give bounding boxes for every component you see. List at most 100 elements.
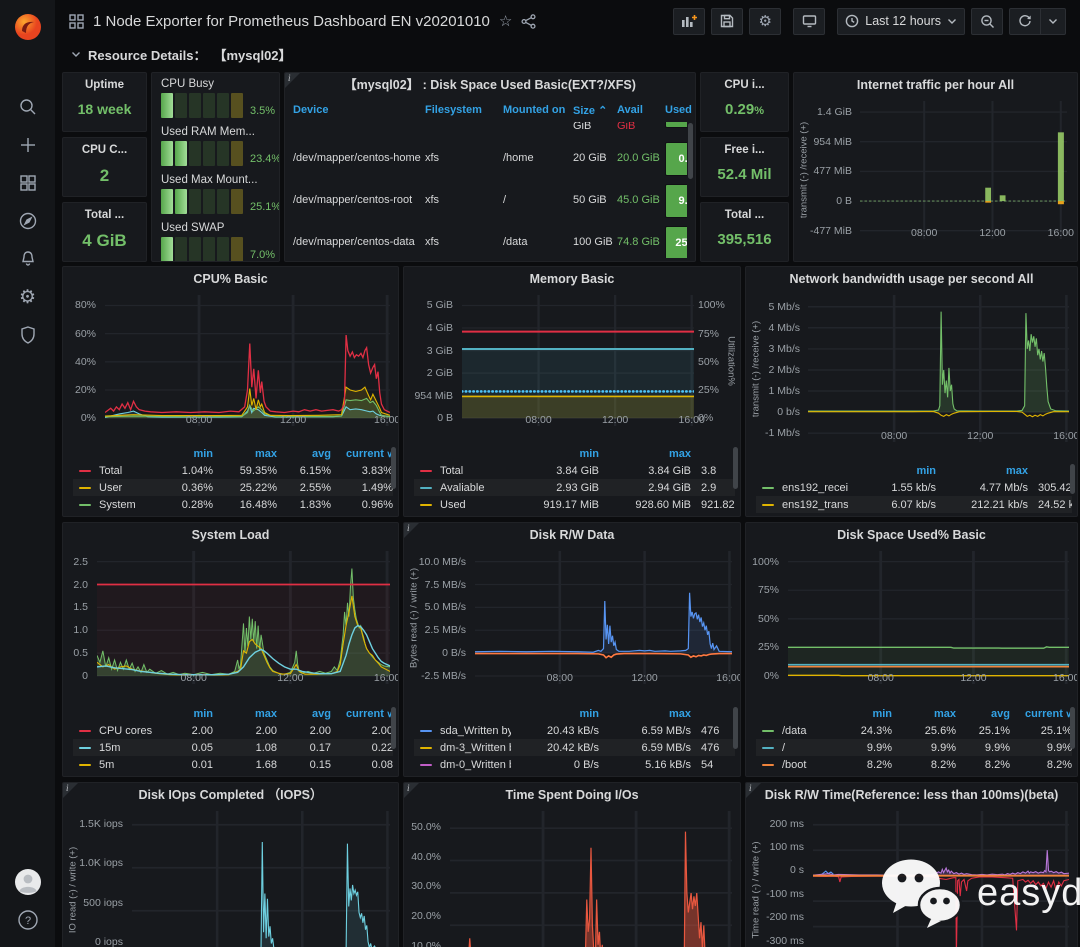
legend-col-max[interactable]: max <box>1005 464 1028 477</box>
col-mounted-on[interactable]: Mounted on <box>503 104 566 116</box>
plot-area[interactable]: 08:00 12:00 16:00 <box>97 551 398 684</box>
watermark-text: easydb <box>977 871 1080 914</box>
info-corner-icon[interactable] <box>746 783 761 798</box>
explore-compass-icon[interactable] <box>8 202 48 240</box>
dashboard-settings-button[interactable]: ⚙ <box>749 7 782 35</box>
time-range-label: Last 12 hours <box>865 14 941 28</box>
info-corner-icon[interactable] <box>63 783 78 798</box>
legend-col-min[interactable]: min <box>872 707 892 720</box>
panel-title[interactable]: CPU C... <box>81 144 128 156</box>
resource-details-label[interactable]: Resource Details： <box>88 47 207 63</box>
info-corner-icon[interactable] <box>404 783 419 798</box>
col-filesystem[interactable]: Filesystem <box>425 104 482 116</box>
panel-title[interactable]: Free i... <box>724 144 765 156</box>
plot-area[interactable]: 08:00 12:00 16:00 <box>860 101 1074 239</box>
legend-scrollbar[interactable] <box>391 707 396 749</box>
col-size[interactable]: Size ⌃ <box>573 104 608 117</box>
cycle-view-mode-button[interactable] <box>793 7 826 35</box>
share-icon[interactable] <box>521 13 536 29</box>
col-used[interactable]: Used <box>665 104 692 116</box>
legend-col-min[interactable]: min <box>193 447 213 460</box>
legend-scrollbar[interactable] <box>733 707 738 749</box>
time-range-picker[interactable]: Last 12 hours <box>837 7 965 35</box>
legend-col-min[interactable]: min <box>193 707 213 720</box>
legend-col-max[interactable]: max <box>254 447 277 460</box>
host-variable-value[interactable]: 【mysql02】 <box>213 47 292 63</box>
legend-col-min[interactable]: min <box>579 447 599 460</box>
legend-col-current[interactable]: current <box>1010 708 1072 720</box>
alerting-bell-icon[interactable] <box>8 240 48 278</box>
avatar[interactable] <box>8 863 48 901</box>
panel-title[interactable]: Total ... <box>84 209 125 221</box>
legend-scrollbar[interactable] <box>1070 464 1075 494</box>
legend-col-max[interactable]: max <box>254 707 277 720</box>
legend-col-avg[interactable]: avg <box>312 707 331 720</box>
plot-area[interactable] <box>450 811 732 947</box>
table-body: /dev/sda1 xfs GiB GiB /dev/mapper/centos… <box>285 122 687 258</box>
refresh-button[interactable] <box>1009 7 1041 35</box>
plot-area[interactable]: 08:00 12:00 16:00 <box>105 295 398 426</box>
y-axis-ticks: 200 ms 100 ms 0 s -100 ms -200 ms -300 ms <box>766 817 804 947</box>
grafana-logo-icon[interactable] <box>8 8 48 46</box>
col-avail[interactable]: Avail <box>617 104 643 116</box>
panel-title[interactable]: Network bandwidth usage per second All <box>789 272 1034 286</box>
plot-area[interactable]: 08:00 12:00 16:00 <box>788 551 1077 684</box>
page-title[interactable]: 1 Node Exporter for Prometheus Dashboard… <box>93 12 490 30</box>
plot-area[interactable] <box>813 811 1069 947</box>
table-row: /dev/mapper/centos-root xfs / 50 GiB 45.… <box>285 180 687 222</box>
panel-title[interactable]: Time Spent Doing I/Os <box>505 788 639 802</box>
legend-col-max[interactable]: max <box>668 707 691 720</box>
server-admin-shield-icon[interactable] <box>8 316 48 354</box>
plot-area[interactable]: 08:00 12:00 16:00 <box>475 551 740 684</box>
panel-title[interactable]: Internet traffic per hour All <box>856 78 1015 92</box>
help-icon[interactable]: ? <box>8 901 48 939</box>
info-corner-icon[interactable] <box>285 73 300 88</box>
dashboards-icon[interactable] <box>8 164 48 202</box>
add-panel-button[interactable] <box>673 7 706 35</box>
panel-title[interactable]: Disk Space Used% Basic <box>837 528 986 542</box>
chevron-down-icon[interactable] <box>71 51 81 58</box>
panel-disk-space-used: Disk Space Used% Basic 100% 75% 50% 25% 0% <box>745 522 1078 777</box>
y-axis-label: transmit (-) /receive (+) <box>798 121 809 219</box>
legend-col-min[interactable]: min <box>579 707 599 720</box>
legend-col-current[interactable]: current <box>331 448 393 460</box>
panel-title[interactable]: CPU% Basic <box>193 272 268 286</box>
panel-title[interactable]: Disk R/W Time(Reference: less than 100ms… <box>764 788 1059 802</box>
panel-title[interactable]: Disk IOps Completed （IOPS） <box>138 788 323 802</box>
panel-title[interactable]: Total ... <box>724 209 765 221</box>
legend-col-avg[interactable]: avg <box>991 707 1010 720</box>
apps-grid-icon[interactable] <box>69 13 84 29</box>
legend-col-min[interactable]: min <box>916 464 936 477</box>
plot-area[interactable] <box>132 811 390 947</box>
y-axis-label: IO read (-) / write (+) <box>67 846 78 934</box>
legend-row: Total 3.84 GiB 3.84 GiB 3.8 <box>414 462 735 479</box>
panel-title[interactable]: 【mysql02】 : Disk Space Used Basic(EXT?/X… <box>344 78 636 92</box>
star-icon[interactable]: ☆ <box>498 13 513 30</box>
panel-title[interactable]: Disk R/W Data <box>529 528 615 542</box>
legend-col-max[interactable]: max <box>933 707 956 720</box>
legend-col-max[interactable]: max <box>668 447 691 460</box>
legend-scrollbar[interactable] <box>733 447 738 489</box>
panel-title[interactable]: Memory Basic <box>529 272 615 286</box>
panel-title[interactable]: Uptime <box>85 79 124 91</box>
panel-title[interactable]: CPU i... <box>724 79 765 91</box>
panel-title[interactable]: System Load <box>191 528 270 542</box>
save-dashboard-button[interactable] <box>711 7 744 35</box>
plot-area[interactable]: 08:00 12:00 16:00 <box>808 295 1077 442</box>
zoom-out-button[interactable] <box>971 7 1003 35</box>
plot-area[interactable]: 08:00 12:00 16:00 <box>462 295 705 426</box>
series-swatch <box>79 763 91 766</box>
legend-scrollbar[interactable] <box>1070 707 1075 749</box>
search-icon[interactable] <box>8 88 48 126</box>
series-swatch <box>79 746 91 749</box>
add-icon[interactable] <box>8 126 48 164</box>
refresh-interval-dropdown[interactable] <box>1041 7 1066 35</box>
table-scrollbar[interactable] <box>688 123 693 179</box>
legend-col-avg[interactable]: avg <box>312 447 331 460</box>
col-device[interactable]: Device <box>293 104 329 116</box>
legend-col-current[interactable]: current <box>331 708 393 720</box>
info-corner-icon[interactable] <box>404 523 419 538</box>
stat-value: 18 week <box>77 101 132 117</box>
configuration-gear-icon[interactable]: ⚙ <box>18 286 37 308</box>
legend-scrollbar[interactable] <box>391 447 396 489</box>
